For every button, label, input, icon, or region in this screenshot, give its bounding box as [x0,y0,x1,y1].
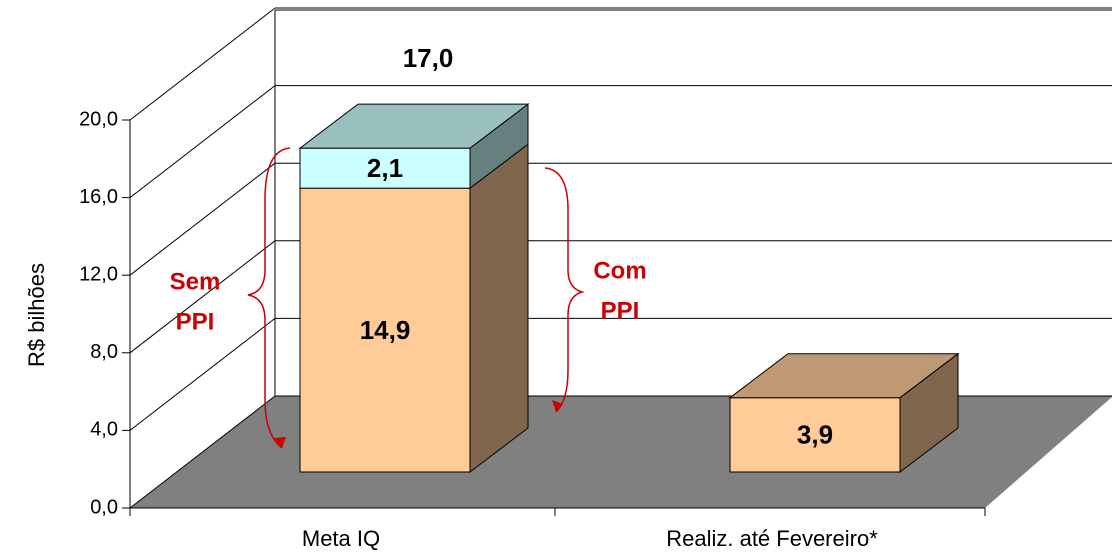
y-axis-label: R$ bilhões [24,263,49,367]
y-tick-label: 12,0 [79,263,118,285]
x-tick-label: Meta IQ [302,526,380,551]
annotation: Com [593,257,646,284]
floor [130,396,1112,508]
annotation: PPI [601,297,640,324]
total-label: 17,0 [403,43,454,73]
y-tick-label: 0,0 [90,496,118,518]
grid-line [129,318,276,431]
y-tick-label: 8,0 [90,341,118,363]
grid-line [129,7,276,121]
floor-plane [130,396,1112,508]
arrow-head [274,437,286,448]
annotation: PPI [176,308,215,335]
bracket-sem [247,147,291,449]
grid-line [129,395,276,509]
value-label: 3,9 [797,420,833,450]
back-wall [129,9,1112,508]
annotation: Sem [170,268,221,295]
value-label: 2,1 [367,153,403,183]
brackets [247,147,585,449]
bar-top [298,103,530,149]
arrow-head [552,400,563,412]
y-tick-label: 4,0 [90,419,118,441]
y-tick-label: 20,0 [79,108,118,130]
bar-top [728,353,960,399]
grid-line [129,240,276,354]
bracket-com [544,167,585,413]
y-tick-label: 16,0 [79,186,118,208]
value-label: 14,9 [360,315,411,345]
grid-line [129,85,276,198]
x-tick-label: Realiz. até Fevereiro* [666,526,878,551]
bar-front [729,397,901,473]
grid-line [129,162,276,276]
bar-side [469,143,529,474]
bars: Meta IQ 14,9 2,1 Realiz. até Fevereiro* 3,9 [298,103,960,551]
